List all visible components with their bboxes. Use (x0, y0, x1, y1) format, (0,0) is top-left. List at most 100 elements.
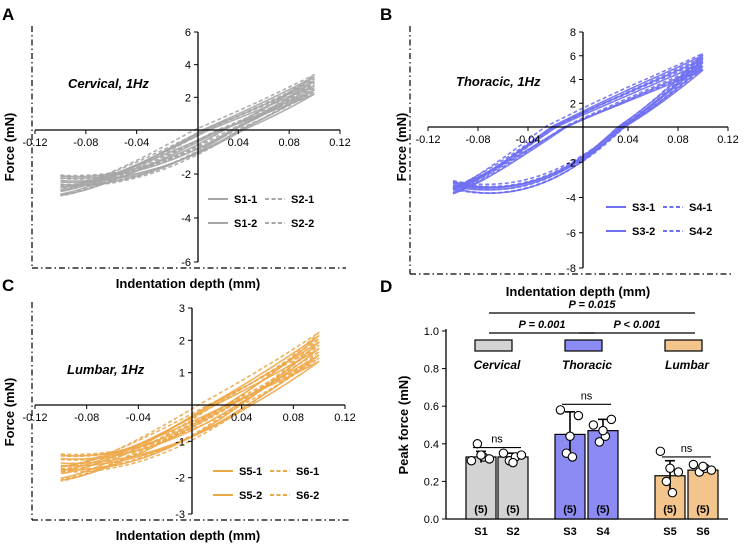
y-tick-label: 6 (185, 27, 191, 39)
y-tick-label: -6 (566, 228, 576, 240)
y-tick-label: -2 (181, 169, 191, 181)
x-tick-label: 0.04 (231, 412, 252, 424)
legend-label: S4-1 (689, 202, 712, 214)
x-tick-label: 0.08 (278, 137, 299, 149)
hysteresis-curve (452, 56, 704, 195)
hysteresis-curve (60, 341, 320, 475)
panel-title: Cervical, 1Hz (68, 76, 149, 91)
data-point (698, 461, 708, 472)
data-point (598, 425, 608, 436)
bar (587, 430, 619, 520)
data-point (688, 459, 699, 470)
y-tick-label: 0.2 (424, 476, 439, 488)
data-point (665, 463, 675, 473)
y-axis-title: Force (mN) (394, 113, 409, 182)
x-tick-label: -0.12 (22, 137, 47, 149)
data-point (606, 414, 617, 425)
legend-label: S6-2 (296, 490, 319, 502)
hysteresis-curve (452, 52, 704, 191)
legend-label: S4-2 (689, 226, 712, 238)
data-point (516, 450, 527, 460)
data-point (567, 452, 578, 462)
hysteresis-curve (452, 54, 704, 194)
panel-a: A -0.12 -0.08 -0.04 0.04 0.08 0.12 -6 -4 -2 2 4 6 Cer… (2, 5, 351, 291)
data-point (673, 467, 684, 477)
p-value-label: P = 0.015 (569, 299, 617, 311)
p-value-label: P = 0.001 (519, 319, 566, 331)
y-tick-label: -1 (175, 436, 185, 448)
data-point (594, 437, 605, 447)
group-swatch (474, 339, 513, 352)
panel-b: B -0.12 -0.08 -0.04 0.04 0.08 0.12 -8 -6 -4 -2 2 4 6 8… (380, 5, 739, 299)
x-tick-label: S4 (596, 526, 610, 538)
x-tick-label: -0.08 (73, 137, 98, 149)
data-point (466, 455, 477, 466)
x-axis-title: Indentation depth (mm) (116, 528, 260, 543)
legend-label: S1-2 (234, 218, 257, 230)
legend-label: S5-2 (239, 490, 262, 502)
data-point (498, 448, 509, 458)
x-tick-label: 0.12 (334, 412, 355, 424)
bar (687, 469, 719, 520)
x-tick-label: S2 (506, 526, 519, 538)
x-axis-title: Indentation depth (mm) (116, 276, 260, 291)
x-tick-label: -0.08 (465, 134, 490, 146)
n-label: (5) (663, 504, 677, 516)
p-value-label: P < 0.001 (614, 319, 661, 331)
y-axis-title: Force (mN) (2, 378, 17, 447)
group-label: Lumbar (665, 358, 710, 372)
y-axis-title: Force (mN) (2, 113, 17, 182)
hysteresis-curve (60, 334, 320, 479)
data-point (508, 457, 518, 468)
n-label: (5) (474, 504, 488, 516)
y-tick-label: 6 (570, 51, 576, 63)
x-tick-label: 0.12 (717, 134, 738, 146)
y-tick-label: 1 (179, 368, 185, 380)
hysteresis-curve (60, 75, 316, 195)
ns-label: ns (491, 434, 503, 446)
y-tick-label: -4 (181, 213, 191, 225)
x-tick-label: 0.08 (667, 134, 688, 146)
legend-label: S6-1 (296, 466, 319, 478)
ns-label: ns (681, 443, 693, 455)
y-tick-label: -4 (566, 193, 576, 205)
data-point (706, 465, 717, 475)
hysteresis-curve (452, 60, 704, 188)
data-point (655, 446, 666, 457)
group-label: Thoracic (562, 358, 612, 372)
y-tick-label: 3 (179, 303, 185, 315)
y-tick-label: 2 (179, 335, 185, 347)
legend-label: S3-1 (632, 202, 655, 214)
ns-label: ns (581, 390, 593, 402)
y-tick-label: 1.0 (424, 326, 439, 338)
y-tick-label: -2 (175, 473, 185, 485)
panel-title: Lumbar, 1Hz (67, 362, 145, 377)
data-point (588, 420, 599, 430)
x-tick-label: -0.12 (415, 134, 440, 146)
y-tick-label: 0.6 (424, 401, 439, 413)
x-tick-label: S6 (696, 526, 709, 538)
y-tick-label: 0.4 (424, 439, 439, 451)
hysteresis-curve (60, 331, 320, 471)
legend-label: S2-1 (291, 194, 314, 206)
hysteresis-curve (60, 344, 320, 468)
n-label: (5) (563, 504, 577, 516)
data-point (573, 410, 584, 421)
group-swatch (664, 339, 703, 352)
y-axis-title: Peak force (mN) (396, 376, 411, 475)
x-tick-label: -0.04 (124, 137, 149, 149)
panel-letter: D (380, 277, 392, 296)
panel-title: Thoracic, 1Hz (456, 74, 541, 89)
data-point (472, 439, 483, 449)
y-tick-label: 2 (570, 98, 576, 110)
n-label: (5) (596, 504, 610, 516)
x-tick-label: 0.08 (283, 412, 304, 424)
x-tick-label: -0.04 (515, 134, 540, 146)
x-tick-label: 0.04 (228, 137, 249, 149)
hysteresis-curve (60, 78, 316, 197)
y-tick-label: 8 (570, 27, 576, 39)
y-tick-label: 0.0 (424, 514, 439, 526)
y-tick-label: -8 (566, 263, 576, 275)
panel-letter: B (380, 5, 392, 24)
data-point (555, 405, 566, 415)
